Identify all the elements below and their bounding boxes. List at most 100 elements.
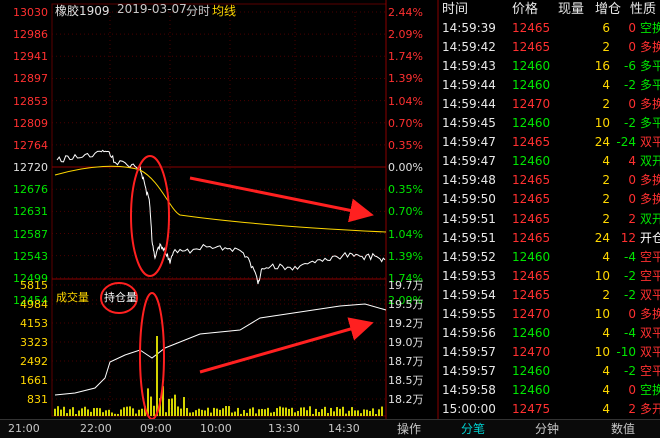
trade-price: 12465 [512,211,551,226]
volume-bar [117,413,119,416]
percent-tick-right: 1.39% [388,72,423,86]
trade-time: 14:59:51 [442,230,496,245]
volume-bar [321,409,323,416]
trade-time: 14:59:56 [442,325,496,340]
trade-time: 14:59:55 [442,306,496,321]
volume-bar [291,407,293,416]
tab-trades[interactable]: 分笔 [460,422,485,436]
trade-row[interactable]: 14:59:54 12465 2 -2 双平 [440,286,660,305]
price-tick-left: 12897 [13,72,48,86]
open-interest-label: 持仓量 [104,291,137,304]
trade-row[interactable]: 14:59:43 12460 16 -6 多平 [440,57,660,76]
percent-tick-right: 2.09% [388,293,423,307]
trade-row[interactable]: 14:59:42 12465 2 0 多换 [440,38,660,57]
trade-time: 14:59:44 [442,97,496,112]
volume-tick-left: 3323 [20,336,48,349]
tab-ops[interactable]: 操作 [396,422,421,436]
trade-row[interactable]: 14:59:48 12465 2 0 多换 [440,171,660,190]
trade-row[interactable]: 14:59:44 12460 4 -2 多平 [440,76,660,95]
trade-oi-change: 12 [620,230,636,245]
volume-bar [345,413,347,416]
annotation-arrow-down [189,176,374,223]
chart-frame [51,3,387,417]
volume-bar [189,412,191,416]
trade-nature: 双平 [640,325,660,340]
chart-mode: 分时 [186,4,211,18]
volume-tick-left: 5815 [20,279,48,292]
price-tick-left: 12454 [13,293,48,307]
percent-tick-right: 1.39% [388,249,423,263]
trade-price: 12460 [512,59,551,74]
trade-volume: 4 [602,363,610,378]
trade-row[interactable]: 14:59:55 12470 10 0 多换 [440,305,660,324]
percent-tick-right: 1.04% [388,94,423,108]
tab-values[interactable]: 数值 [610,422,635,436]
trade-row[interactable]: 14:59:51 12465 24 12 开仓 [440,229,660,248]
price-tick-left: 12809 [13,116,48,130]
trades-header: 时间 价格 现量 增仓 性质 [440,0,660,19]
volume-bar [315,408,317,416]
chart-date: 2019-03-07 [117,2,187,16]
trade-row[interactable]: 14:59:39 12465 6 0 空换 [440,19,660,38]
volume-bar [78,410,80,416]
trade-volume: 2 [602,97,610,112]
trade-row[interactable]: 14:59:58 12460 4 0 空换 [440,381,660,400]
open-interest-tick-right: 19.2万 [388,317,424,330]
trade-volume: 4 [602,78,610,93]
time-tick: 09:00 [140,422,172,435]
trade-oi-change: 4 [628,154,636,169]
volume-bar [186,408,188,416]
trade-nature: 双开 [640,154,660,169]
percent-tick-right: 1.74% [388,50,423,64]
volume-bar [126,406,128,416]
volume-bar [72,407,74,416]
trade-oi-change: 0 [628,382,636,397]
trade-row[interactable]: 14:59:44 12470 2 0 多换 [440,95,660,114]
trade-row[interactable]: 14:59:50 12465 2 0 多换 [440,190,660,209]
trade-row[interactable]: 14:59:56 12460 4 -4 双平 [440,324,660,343]
volume-bar [363,409,365,416]
trade-nature: 空换 [640,382,660,397]
trade-price: 12460 [512,78,551,93]
trade-row[interactable]: 14:59:57 12460 4 -2 空平 [440,362,660,381]
volume-bar [255,413,257,416]
volume-bar [108,409,110,416]
percent-tick-right: 1.74% [388,271,423,285]
volume-bar [63,406,65,416]
trade-row[interactable]: 14:59:45 12460 10 -2 多平 [440,114,660,133]
trade-price: 12465 [512,268,551,283]
volume-bar [327,412,329,416]
trade-row[interactable]: 14:59:52 12460 4 -4 空平 [440,248,660,267]
price-tick-left: 12543 [13,249,48,263]
trade-row[interactable]: 14:59:47 12465 24 -24 双平 [440,133,660,152]
volume-bar [147,388,149,416]
trade-row[interactable]: 14:59:47 12460 4 4 双开 [440,152,660,171]
trade-row[interactable]: 15:00:00 12475 4 2 多开 [440,400,660,419]
volume-bar [156,336,158,416]
volume-bar [372,408,374,416]
trade-volume: 2 [602,173,610,188]
volume-bar [141,408,143,416]
trade-time: 14:59:48 [442,173,496,188]
trade-time: 14:59:52 [442,249,496,264]
time-tick: 22:00 [80,422,112,435]
open-interest-tick-right: 19.5万 [388,298,424,311]
open-interest-tick-right: 18.2万 [388,393,424,406]
trade-oi-change: 2 [628,211,636,226]
trade-ticks-panel[interactable]: 时间 价格 现量 增仓 性质 14:59:39 12465 6 0 空换 14:59:42… [440,0,660,420]
volume-bar [300,407,302,416]
tab-minute[interactable]: 分钟 [534,422,559,436]
trade-time: 15:00:00 [442,402,496,416]
open-interest-tick-right: 19.0万 [388,336,424,349]
volume-bar [309,406,311,416]
trade-row[interactable]: 14:59:57 12470 10 -10 双平 [440,343,660,362]
open-interest-tick-right: 18.5万 [388,374,424,387]
trade-row[interactable]: 14:59:51 12465 2 2 双开 [440,210,660,229]
trade-nature: 多换 [640,306,660,321]
volume-bar [84,406,86,416]
trade-price: 12465 [512,230,551,245]
trade-row[interactable]: 14:59:53 12465 10 -2 空平 [440,267,660,286]
trade-nature: 空平 [640,268,660,283]
volume-bar [348,410,350,416]
